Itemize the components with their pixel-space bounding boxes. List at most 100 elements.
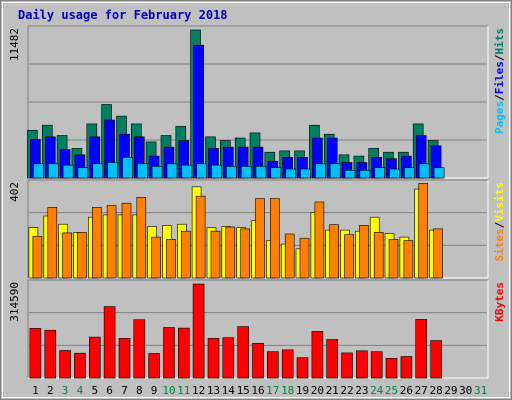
x-tick-label: 29 [444, 384, 457, 397]
bar-pages [433, 167, 445, 179]
x-tick-label: 30 [459, 384, 472, 397]
bar-kbytes [370, 351, 383, 379]
bar-sites [62, 232, 72, 279]
bar-pages [47, 163, 59, 179]
bar-pages [196, 163, 207, 179]
bar-sites [106, 205, 117, 279]
x-tick-label: 27 [415, 384, 428, 397]
bar-kbytes [192, 283, 205, 379]
bar-sites [433, 228, 443, 279]
bar-pages [226, 166, 237, 179]
bar-pages [77, 167, 89, 179]
x-tick-label: 3 [62, 384, 69, 397]
panel-max-label: 314590 [8, 282, 21, 322]
bar-sites [269, 198, 280, 279]
x-tick-label: 6 [106, 384, 113, 397]
bar-pages [270, 167, 282, 179]
bar-pages [374, 167, 386, 179]
bar-sites [299, 237, 310, 279]
bar-sites [210, 230, 221, 279]
x-tick-label: 13 [207, 384, 220, 397]
bar-kbytes [341, 352, 353, 379]
bar-sites [418, 183, 429, 279]
x-tick-label: 25 [385, 384, 398, 397]
bar-pages [404, 167, 415, 179]
x-tick-label: 31 [474, 384, 487, 397]
x-tick-label: 11 [177, 384, 190, 397]
bar-kbytes [311, 331, 324, 379]
x-tick-label: 24 [370, 384, 384, 397]
x-tick-label: 5 [91, 384, 98, 397]
x-tick-label: 8 [136, 384, 143, 397]
bar-sites [329, 224, 340, 279]
x-tick-label: 21 [326, 384, 339, 397]
legend-entry: Visits [493, 182, 506, 222]
bar-kbytes [207, 337, 220, 379]
bar-pages [329, 163, 341, 179]
bar-kbytes [89, 336, 101, 379]
bar-sites [388, 239, 399, 279]
x-tick-label: 28 [429, 384, 442, 397]
bar-kbytes [29, 328, 42, 379]
bar-pages [151, 166, 163, 179]
bar-sites [121, 202, 132, 279]
x-tick-label: 7 [121, 384, 128, 397]
bar-pages [92, 163, 104, 179]
x-tick-label: 14 [222, 384, 236, 397]
bar-pages [285, 168, 297, 179]
bar-kbytes [163, 327, 175, 379]
x-tick-label: 20 [311, 384, 324, 397]
bar-kbytes [237, 326, 249, 379]
legend-entry: / [493, 54, 506, 61]
bar-sites [77, 232, 87, 279]
panel-max-label: 402 [8, 182, 21, 202]
bar-kbytes [74, 352, 86, 379]
x-tick-label: 18 [281, 384, 294, 397]
bar-kbytes [281, 349, 294, 379]
bar-sites [136, 197, 147, 279]
panel-legend: KBytes [493, 282, 506, 322]
bar-pages [107, 162, 118, 179]
bar-sites [373, 232, 384, 279]
bar-sites [47, 207, 58, 279]
panel-legend: Sites/Visits [493, 182, 506, 262]
x-tick-label: 17 [266, 384, 279, 397]
bar-kbytes [103, 306, 116, 379]
bar-files [193, 44, 204, 179]
bar-pages [137, 163, 148, 179]
bar-kbytes [326, 339, 339, 379]
x-axis-labels: 1 2 3 4 5 6 7 8 9 10 11 12 13 14 15 16 17 18 19 20 21 22 23 24 2… [32, 384, 487, 397]
chart-title: Daily usage for February 2018 [18, 8, 228, 22]
bar-kbytes [415, 319, 428, 379]
bar-kbytes [44, 329, 57, 379]
bar-kbytes [400, 356, 413, 379]
bar-sites [240, 228, 250, 279]
x-tick-label: 26 [400, 384, 413, 397]
bar-sites [314, 201, 325, 279]
panel-max-label: 11482 [8, 28, 21, 61]
bar-pages [389, 168, 400, 179]
bar-kbytes [266, 351, 279, 379]
legend-entry: Files [493, 61, 506, 94]
bar-kbytes [296, 357, 309, 379]
bar-pages [418, 163, 430, 179]
x-tick-label: 2 [47, 384, 54, 397]
legend-entry: Hits [493, 28, 506, 55]
bar-pages [255, 166, 267, 179]
x-tick-label: 22 [340, 384, 353, 397]
legend-entry: Pages [493, 101, 506, 134]
bar-kbytes [59, 350, 71, 379]
bar-kbytes [385, 357, 398, 379]
bar-pages [315, 163, 326, 179]
bar-pages [33, 163, 44, 179]
bar-pages [122, 157, 133, 179]
bar-sites [255, 198, 265, 279]
bar-pages [300, 168, 311, 179]
bar-kbytes [118, 337, 131, 379]
legend-entry: KBytes [493, 282, 506, 322]
x-tick-label: 16 [251, 384, 264, 397]
panel-kbytes: 314590 KBytes [8, 279, 506, 379]
bar-kbytes [430, 340, 442, 379]
